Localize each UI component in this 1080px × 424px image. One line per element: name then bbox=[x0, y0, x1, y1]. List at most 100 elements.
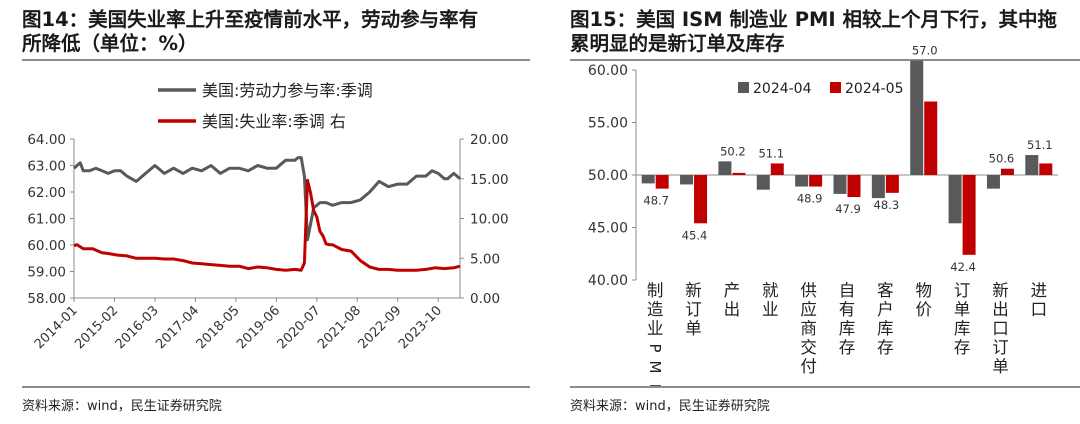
x-tick-label: 2021-08 bbox=[315, 303, 364, 352]
bar-data-label: 48.3 bbox=[874, 198, 900, 212]
left-y-tick-label: 59.00 bbox=[27, 265, 66, 281]
bar-2024-04 bbox=[1025, 155, 1039, 175]
bar-data-label: 48.9 bbox=[797, 192, 823, 206]
right-title-rule bbox=[570, 59, 1080, 61]
right-source-rule bbox=[570, 386, 1080, 388]
legend-label: 美国:劳动力参与率:季调 bbox=[202, 81, 373, 100]
category-label-char: 库 bbox=[839, 319, 856, 338]
right-source-note: 资料来源：wind，民生证券研究院 bbox=[570, 399, 770, 414]
right-y-tick-label: 10.00 bbox=[470, 212, 509, 228]
x-tick-label: 2022-09 bbox=[356, 303, 405, 352]
left-source-note: 资料来源：wind，民生证券研究院 bbox=[22, 399, 222, 414]
bar-2024-04 bbox=[910, 60, 924, 175]
x-tick-label: 2017-04 bbox=[153, 303, 202, 352]
category-label-char: I bbox=[646, 384, 664, 388]
x-tick-label: 2023-10 bbox=[396, 303, 445, 352]
bar-data-label: 47.9 bbox=[835, 202, 861, 216]
category-label-char: 存 bbox=[877, 338, 894, 357]
bar-y-tick-label: 45.00 bbox=[588, 221, 628, 237]
unemployment-rate-line bbox=[73, 178, 461, 272]
category-label-char: 户 bbox=[877, 300, 894, 319]
left-y-tick-label: 60.00 bbox=[27, 238, 66, 254]
participation-rate-line bbox=[73, 156, 461, 242]
right-y-tick-label: 15.00 bbox=[470, 172, 509, 188]
left-title-line-2: 所降低（单位：%） bbox=[22, 32, 198, 55]
left-title-rule bbox=[22, 59, 530, 61]
left-y-tick-label: 61.00 bbox=[27, 212, 66, 228]
bar-data-label: 51.1 bbox=[758, 146, 784, 160]
bar-legend-label: 2024-04 bbox=[753, 81, 812, 97]
legend-label: 美国:失业率:季调 右 bbox=[202, 112, 346, 131]
bar-2024-05 bbox=[924, 101, 938, 175]
bar-data-label: 57.0 bbox=[912, 44, 938, 58]
right-bar-chart: 40.0045.0050.0055.0060.0048.7制造业PMI45.4新… bbox=[588, 44, 1058, 388]
category-label-char: 业 bbox=[647, 319, 664, 338]
bar-2024-04 bbox=[718, 161, 732, 175]
bar-2024-04 bbox=[833, 175, 847, 194]
category-label-char: 进 bbox=[1031, 281, 1048, 300]
bar-2024-04 bbox=[871, 175, 885, 199]
right-title-line-1: 图15：美国 ISM 制造业 PMI 相较上个月下行，其中拖 bbox=[570, 8, 1057, 31]
left-y-tick-label: 62.00 bbox=[27, 185, 66, 201]
bar-2024-05 bbox=[770, 163, 784, 175]
bar-2024-05 bbox=[1000, 168, 1014, 175]
x-tick-label: 2014-01 bbox=[32, 303, 81, 352]
bar-2024-04 bbox=[641, 175, 655, 184]
left-chart-panel: 图14：美国失业率上升至疫情前水平，劳动参与率有 所降低（单位：%） 58.00… bbox=[0, 0, 530, 424]
left-chart-title: 图14：美国失业率上升至疫情前水平，劳动参与率有 所降低（单位：%） bbox=[22, 8, 532, 56]
bar-2024-04 bbox=[948, 175, 962, 224]
left-title-line-1: 图14：美国失业率上升至疫情前水平，劳动参与率有 bbox=[22, 8, 479, 31]
category-label-char: 客 bbox=[877, 281, 894, 300]
category-label-char: 制 bbox=[647, 281, 664, 300]
category-label-char: 出 bbox=[992, 300, 1009, 319]
category-label-char: 自 bbox=[839, 281, 856, 300]
bar-legend-swatch bbox=[830, 82, 841, 93]
bar-data-label: 50.2 bbox=[720, 144, 746, 158]
category-label-char: 库 bbox=[877, 319, 894, 338]
category-label-char: 价 bbox=[915, 300, 932, 319]
x-tick-label: 2015-02 bbox=[72, 303, 121, 352]
category-label-char: 应 bbox=[800, 300, 817, 319]
category-label-char: 库 bbox=[954, 319, 971, 338]
right-title-line-2: 累明显的是新订单及库存 bbox=[570, 32, 785, 55]
bar-y-tick-label: 60.00 bbox=[588, 63, 628, 79]
category-label-char: 单 bbox=[954, 300, 971, 319]
category-label-char: 就 bbox=[762, 281, 779, 300]
category-label-char: 订 bbox=[954, 281, 971, 300]
category-label-char: 存 bbox=[954, 338, 971, 357]
bar-data-label: 48.7 bbox=[643, 194, 669, 208]
x-tick-label: 2019-06 bbox=[234, 303, 283, 352]
category-label-char: 业 bbox=[762, 300, 779, 319]
category-label-char: 订 bbox=[685, 300, 702, 319]
bar-data-label: 51.1 bbox=[1027, 138, 1053, 152]
category-label-char: 供 bbox=[800, 281, 817, 300]
category-label-char: 有 bbox=[839, 300, 856, 319]
category-label-char: 出 bbox=[724, 300, 741, 319]
category-label-char: P bbox=[646, 343, 664, 352]
category-label-char: 口 bbox=[992, 319, 1009, 338]
bar-data-label: 42.4 bbox=[950, 260, 976, 274]
bar-y-tick-label: 40.00 bbox=[588, 273, 628, 289]
category-label-char: 交 bbox=[800, 338, 817, 357]
x-tick-label: 2016-03 bbox=[113, 303, 162, 352]
right-chart-title: 图15：美国 ISM 制造业 PMI 相较上个月下行，其中拖 累明显的是新订单及… bbox=[570, 8, 1080, 56]
category-label-char: 单 bbox=[992, 357, 1009, 376]
category-label-char: 口 bbox=[1031, 300, 1048, 319]
left-source-rule bbox=[22, 386, 530, 388]
bar-2024-05 bbox=[847, 175, 861, 198]
bar-2024-05 bbox=[655, 175, 669, 189]
bar-2024-04 bbox=[680, 175, 694, 185]
bar-2024-05 bbox=[809, 175, 823, 187]
category-label-char: 产 bbox=[724, 281, 741, 300]
left-y-tick-label: 63.00 bbox=[27, 159, 66, 175]
bar-2024-05 bbox=[1039, 163, 1053, 175]
right-y-tick-label: 20.00 bbox=[470, 132, 509, 148]
left-y-tick-label: 64.00 bbox=[27, 132, 66, 148]
right-y-tick-label: 5.00 bbox=[470, 251, 500, 267]
category-label-char: 商 bbox=[800, 319, 817, 338]
bar-legend-swatch bbox=[738, 82, 749, 93]
x-tick-label: 2018-05 bbox=[194, 303, 243, 352]
bar-y-tick-label: 50.00 bbox=[588, 168, 628, 184]
category-label-char: 单 bbox=[685, 319, 702, 338]
category-label-char: 新 bbox=[685, 281, 702, 300]
